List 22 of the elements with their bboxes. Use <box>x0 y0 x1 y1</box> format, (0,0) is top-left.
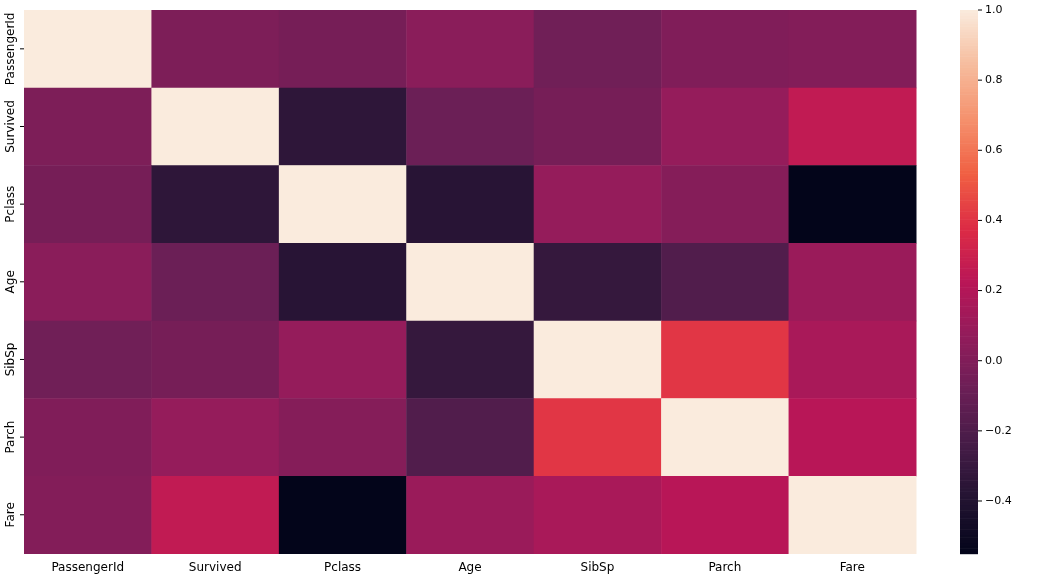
x-tick-label: Parch <box>708 559 742 574</box>
y-tick-label: Survived <box>3 100 18 153</box>
x-tick-label: Fare <box>839 559 865 574</box>
y-tick-label: SibSp <box>3 342 18 377</box>
color-bar-label: 0.2 <box>985 283 1003 297</box>
y-tick-label: Fare <box>3 502 18 528</box>
color-bar-label: 0.8 <box>985 73 1003 86</box>
y-tick-label: Age <box>3 270 18 294</box>
y-tick-label: Parch <box>3 420 18 454</box>
x-tick-label: PassengerId <box>51 559 125 574</box>
color-bar-label: 0.0 <box>985 353 1003 367</box>
color-bar-label: 0.4 <box>985 213 1003 227</box>
x-tick-label: Pclass <box>324 559 362 574</box>
x-tick-label: SibSp <box>580 559 615 574</box>
color-bar-label: 1.0 <box>985 2 1003 16</box>
y-tick-label: Pclass <box>3 185 18 223</box>
color-bar-label: −0.4 <box>985 493 1012 507</box>
color-bar-label: −0.2 <box>985 423 1012 437</box>
color-bar-label: 0.6 <box>985 143 1003 157</box>
x-tick-label: Age <box>458 559 482 574</box>
y-tick-label: PassengerId <box>3 12 18 86</box>
x-tick-label: Survived <box>188 559 242 574</box>
